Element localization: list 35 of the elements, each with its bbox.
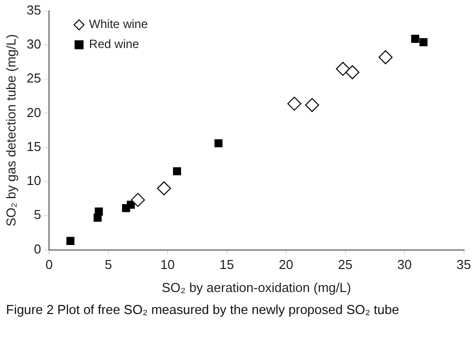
point <box>172 167 182 176</box>
x-tick-label: 30 <box>397 257 412 272</box>
y-tick-label: 10 <box>26 173 42 188</box>
y-tick-label: 0 <box>34 241 42 256</box>
y-tick-label: 25 <box>26 70 42 86</box>
y-tick-label: 35 <box>26 2 42 18</box>
caption: Figure 2 Plot of free SO₂ measured by the newly proposed SO₂ tube <box>5 301 400 319</box>
x-tick-label: 10 <box>160 257 175 272</box>
x-tick-label: 20 <box>278 257 294 272</box>
y-tick-label: 20 <box>26 104 42 120</box>
point <box>419 38 428 46</box>
y-axis-title: SO₂ by gas detection tube (mg/L) <box>3 34 18 226</box>
point <box>214 139 223 148</box>
point <box>66 236 74 245</box>
point <box>411 34 420 43</box>
y-tick-label: 5 <box>34 207 42 222</box>
x-tick-label: 25 <box>338 257 353 272</box>
x-tick-label: 5 <box>104 257 112 272</box>
point <box>126 200 135 209</box>
point <box>287 96 302 111</box>
y-tick-label: 15 <box>26 138 42 154</box>
x-axis-title: SO₂ by aeration-oxidation (mg/L) <box>162 280 352 295</box>
legend-label: Red wine <box>89 37 140 52</box>
x-tick-label: 15 <box>220 257 234 272</box>
point <box>378 50 393 64</box>
point <box>345 65 360 80</box>
point <box>130 192 145 207</box>
point <box>94 208 103 216</box>
x-tick-label: 0 <box>45 257 53 272</box>
point <box>156 181 171 196</box>
point <box>336 62 350 76</box>
point <box>305 98 320 112</box>
y-tick-label: 30 <box>26 36 42 52</box>
legend-label: White wine <box>89 17 148 32</box>
x-tick-label: 35 <box>456 257 472 272</box>
